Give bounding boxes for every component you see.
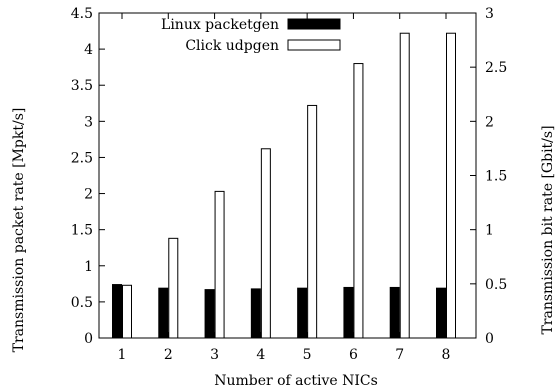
x-tick-label: 3 — [210, 347, 219, 363]
y2-tick-label: 0 — [485, 331, 494, 347]
bar-linux-packetgen — [297, 287, 308, 339]
y-tick-label: 2 — [84, 187, 93, 203]
bar-linux-packetgen — [250, 288, 261, 339]
bar-click-udpgen — [122, 284, 132, 339]
bar-linux-packetgen — [436, 287, 446, 339]
y-tick-label: 2.5 — [71, 150, 93, 166]
y-tick-label: 0.5 — [71, 295, 93, 311]
x-tick-label: 4 — [256, 347, 265, 363]
bar-linux-packetgen — [343, 286, 354, 339]
bar-click-udpgen — [446, 32, 456, 339]
y2-tick-label: 1 — [485, 223, 494, 239]
bar-linux-packetgen — [158, 287, 169, 339]
y-tick-label: 3 — [84, 114, 93, 130]
y2-tick-label: 2.5 — [485, 60, 507, 76]
y-tick-label: 4.5 — [71, 6, 93, 22]
x-tick-label: 7 — [395, 347, 404, 363]
y-axis-title: Transmission packet rate [Mpkt/s] — [11, 108, 27, 353]
legend-swatch-linux-packetgen — [287, 18, 341, 30]
x-tick-label: 6 — [349, 347, 358, 363]
y2-tick-label: 1.5 — [485, 169, 507, 185]
bar-click-udpgen — [353, 63, 364, 339]
bar-click-udpgen — [214, 190, 225, 339]
legend: Linux packetgen Click udpgen — [161, 17, 341, 54]
x-tick-label: 8 — [442, 347, 451, 363]
y-tick-label: 3.5 — [71, 78, 93, 94]
y-tick-label: 1.5 — [71, 223, 93, 239]
plot-frame — [98, 12, 477, 339]
x-axis-title: Number of active NICs — [214, 373, 378, 389]
x-tick-label: 1 — [118, 347, 127, 363]
y-tick-label: 4 — [84, 42, 93, 58]
bar-linux-packetgen — [204, 289, 215, 339]
ticks-layer: 0 0.5 1 1.5 2 2.5 3 3.5 4 4.5 0 0.5 1 1.5 2 2.5 3 1 2 3 4 5 6 7… — [71, 6, 508, 363]
legend-label-click-udpgen: Click udpgen — [185, 38, 279, 54]
y2-tick-label: 3 — [485, 6, 494, 22]
bar-click-udpgen — [168, 237, 179, 339]
legend-label-linux-packetgen: Linux packetgen — [161, 17, 279, 33]
y2-axis-title: Transmission bit rate [Gbit/s] — [540, 125, 556, 334]
bar-linux-packetgen — [389, 286, 400, 339]
y2-tick-label: 2 — [485, 114, 494, 130]
y2-tick-label: 0.5 — [485, 277, 507, 293]
y-tick-label: 0 — [84, 331, 93, 347]
bar-click-udpgen — [399, 32, 410, 339]
bar-linux-packetgen — [112, 284, 122, 339]
x-tick-label: 2 — [164, 347, 173, 363]
bars-layer — [112, 32, 456, 339]
bar-click-udpgen — [260, 148, 271, 339]
bar-click-udpgen — [307, 104, 318, 339]
y-tick-label: 1 — [84, 259, 93, 275]
x-tick-label: 5 — [303, 347, 312, 363]
legend-swatch-click-udpgen — [287, 39, 341, 51]
